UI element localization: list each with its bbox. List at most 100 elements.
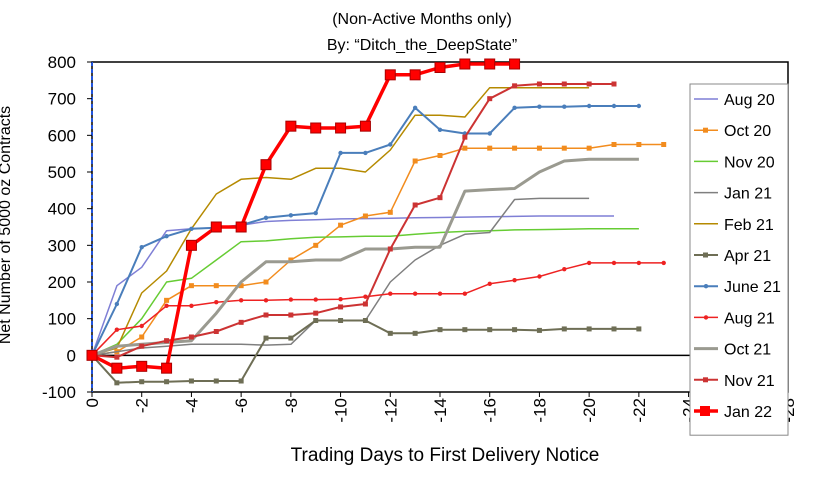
legend-item: Apr 21 — [694, 248, 771, 265]
data-point — [487, 96, 493, 102]
legend-item: Oct 20 — [694, 123, 771, 140]
data-point — [238, 319, 244, 325]
legend-label: Oct 21 — [724, 342, 771, 359]
data-point — [434, 62, 446, 73]
data-point — [189, 303, 194, 309]
x-tick-label: -8 — [282, 398, 301, 413]
legend-label: Aug 20 — [724, 92, 775, 109]
data-point — [412, 330, 418, 336]
data-point — [611, 81, 617, 87]
x-tick-label: -6 — [232, 398, 251, 413]
data-point — [188, 283, 194, 289]
data-point — [536, 327, 542, 333]
x-tick-label: -2 — [133, 398, 152, 413]
data-point — [512, 105, 517, 111]
legend-marker — [703, 284, 709, 289]
data-point — [636, 103, 642, 109]
data-point — [313, 297, 318, 302]
data-point — [437, 327, 443, 333]
data-point — [263, 279, 269, 285]
legend-label: Nov 21 — [724, 373, 775, 390]
data-point — [185, 239, 197, 251]
data-point — [338, 304, 344, 310]
legend-item: June 21 — [694, 279, 781, 296]
legend-item: Jan 21 — [694, 186, 772, 203]
legend-label: Aug 21 — [724, 310, 775, 327]
data-point — [561, 81, 567, 87]
data-point — [387, 246, 393, 252]
data-point — [487, 327, 493, 333]
data-point — [487, 145, 493, 151]
data-point — [139, 334, 145, 340]
data-point — [238, 298, 244, 303]
legend-box — [689, 83, 789, 436]
data-point — [189, 226, 194, 232]
data-point — [562, 104, 567, 109]
data-point — [164, 297, 170, 303]
data-point — [313, 242, 319, 248]
data-point — [512, 277, 517, 283]
data-point — [384, 69, 396, 81]
x-tick-label: -10 — [332, 398, 351, 423]
data-point — [288, 335, 294, 341]
data-point — [509, 58, 521, 70]
data-point — [114, 327, 120, 332]
legend-label: Nov 20 — [724, 154, 775, 171]
data-point — [288, 297, 294, 302]
series-aug-20 — [91, 215, 614, 356]
series-oct-21 — [91, 157, 639, 357]
data-point — [359, 120, 371, 132]
data-point — [636, 142, 642, 147]
data-point — [512, 327, 518, 333]
data-point — [462, 327, 468, 333]
legend-item: Feb 21 — [694, 217, 774, 234]
data-point — [388, 291, 393, 296]
legend-label: Feb 21 — [724, 217, 774, 234]
data-point — [114, 380, 120, 386]
data-point — [412, 105, 418, 111]
data-point — [362, 213, 368, 219]
data-point — [164, 303, 169, 309]
data-point — [536, 81, 542, 87]
legend-marker — [703, 377, 708, 383]
x-tick-label: -16 — [481, 398, 500, 423]
data-point — [210, 221, 222, 233]
series-line — [91, 62, 515, 370]
data-point — [437, 153, 443, 158]
data-point — [459, 58, 471, 70]
data-point — [387, 330, 393, 336]
data-point — [288, 213, 294, 218]
chart-title-line-1: (Non-Active Months only) — [332, 11, 512, 28]
y-axis-label: Net Number of 5000 oz Contracts — [0, 106, 14, 344]
data-point — [537, 104, 542, 109]
data-point — [462, 134, 468, 140]
series-oct-20 — [89, 142, 667, 358]
data-point — [139, 323, 144, 329]
data-point — [561, 326, 567, 332]
data-point — [636, 326, 642, 332]
plot-border — [91, 61, 789, 393]
y-tick-label: 200 — [48, 273, 76, 292]
data-point — [213, 283, 219, 289]
data-point — [586, 81, 592, 87]
data-point — [139, 379, 145, 385]
data-point — [512, 83, 518, 89]
data-point — [484, 58, 496, 70]
legend-item: Aug 21 — [694, 310, 775, 327]
series-nov-21 — [89, 81, 617, 360]
series-apr-21 — [89, 318, 642, 386]
data-point — [188, 378, 194, 384]
legend-item: Nov 21 — [694, 373, 775, 390]
series-line — [91, 86, 590, 357]
data-point — [611, 142, 617, 147]
data-point — [114, 301, 120, 307]
data-point — [586, 145, 592, 151]
data-point — [611, 260, 617, 266]
data-point — [288, 312, 294, 318]
y-tick-label: 100 — [48, 310, 76, 329]
y-tick-label: 300 — [48, 236, 76, 255]
series-line — [91, 262, 664, 356]
data-point — [387, 209, 393, 215]
legend-marker — [703, 252, 708, 258]
